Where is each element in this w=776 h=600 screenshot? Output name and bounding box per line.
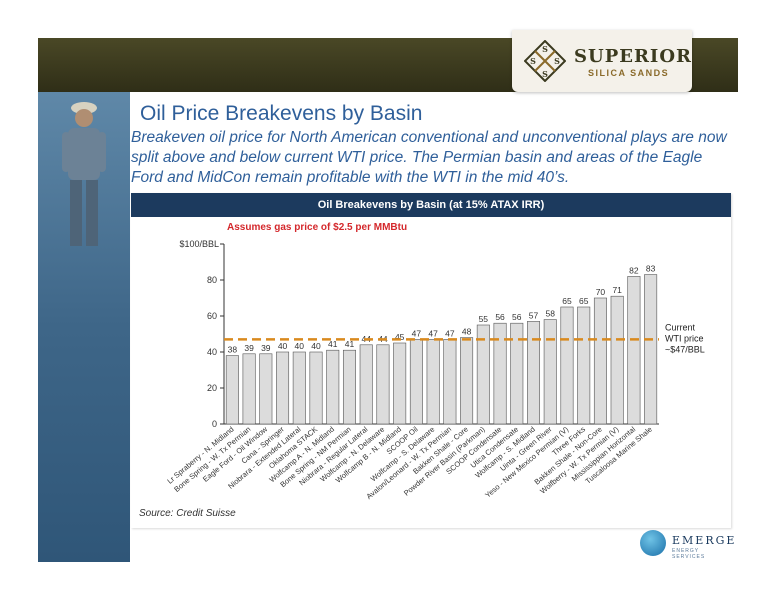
bar-value-label: 47 [428,328,438,338]
bar [342,349,356,425]
logo-tagline: SILICA SANDS [588,68,670,78]
chart-title: Oil Breakevens by Basin (at 15% ATAX IRR… [131,193,731,217]
bar [426,339,440,425]
svg-text:S: S [530,56,536,66]
bar [610,295,624,425]
bar-value-label: 56 [495,312,505,322]
bar [460,337,474,425]
bar [276,351,290,425]
bar-value-label: 56 [512,312,522,322]
bar [560,306,574,425]
bar-value-label: 41 [328,339,338,349]
y-tick-label: 20 [207,383,217,393]
svg-text:S: S [542,44,548,54]
chart-source: Source: Credit Suisse [139,508,236,519]
bar [292,351,306,425]
diamond-logo-icon: S S S S [524,40,566,82]
bar-value-label: 65 [562,296,572,306]
y-tick-label: 40 [207,347,217,357]
y-tick-label: 80 [207,275,217,285]
bar [493,322,507,425]
bar [242,353,256,425]
wti-reference-label: Current [665,322,696,332]
bar-value-label: 57 [529,310,539,320]
bar-value-label: 45 [395,332,405,342]
bar [593,297,607,425]
partner-tagline: ENERGY SERVICES [672,548,706,560]
bar-value-label: 48 [462,327,472,337]
partner-name: EMERGE [672,534,737,547]
y-tick-label: 0 [212,419,217,429]
chart-note: Assumes gas price of $2.5 per MMBtu [227,222,408,233]
bar-value-label: 70 [596,287,606,297]
company-logo: S S S S SUPERIOR SILICA SANDS [512,30,692,92]
wti-reference-label: WTI price [665,333,704,343]
bar-value-label: 41 [345,339,355,349]
worker-photo-icon [62,102,106,246]
globe-icon [640,530,666,556]
svg-text:S: S [554,56,560,66]
bar-value-label: 65 [579,296,589,306]
bar-value-label: 40 [295,341,305,351]
y-top-label: $100/BBL [179,239,219,249]
bar-value-label: 55 [479,314,489,324]
wti-reference-label: ~$47/BBL [665,344,705,354]
bar-value-label: 47 [412,328,422,338]
svg-text:S: S [542,69,548,79]
bar-value-label: 40 [278,341,288,351]
bar [393,342,407,425]
bar-value-label: 38 [228,345,238,355]
y-tick-label: 60 [207,311,217,321]
side-photo-panel [38,92,130,562]
bar [510,322,524,425]
bar [476,324,490,425]
bar [527,321,541,425]
bar [577,306,591,425]
bar-value-label: 40 [311,341,321,351]
slide-subtitle: Breakeven oil price for North American c… [131,129,727,186]
bar [644,274,658,425]
bar [225,355,239,425]
bar-value-label: 58 [546,309,556,319]
bar [376,344,390,425]
bar [259,353,273,425]
partner-logo: EMERGE ENERGY SERVICES [640,528,734,560]
slide-title: Oil Price Breakevens by Basin [140,102,423,125]
bar [309,351,323,425]
bar [409,339,423,425]
logo-wordmark: SUPERIOR [574,46,692,67]
bar-value-label: 39 [244,343,254,353]
bar [627,276,641,425]
bar-value-label: 83 [646,264,656,274]
bar-value-label: 71 [612,285,622,295]
bar-value-label: 39 [261,343,271,353]
chart-panel: Oil Breakevens by Basin (at 15% ATAX IRR… [131,193,731,528]
bar-value-label: 82 [629,265,639,275]
bar [326,349,340,425]
bar [543,319,557,425]
bar [443,339,457,425]
bar-value-label: 47 [445,328,455,338]
bar [359,344,373,425]
